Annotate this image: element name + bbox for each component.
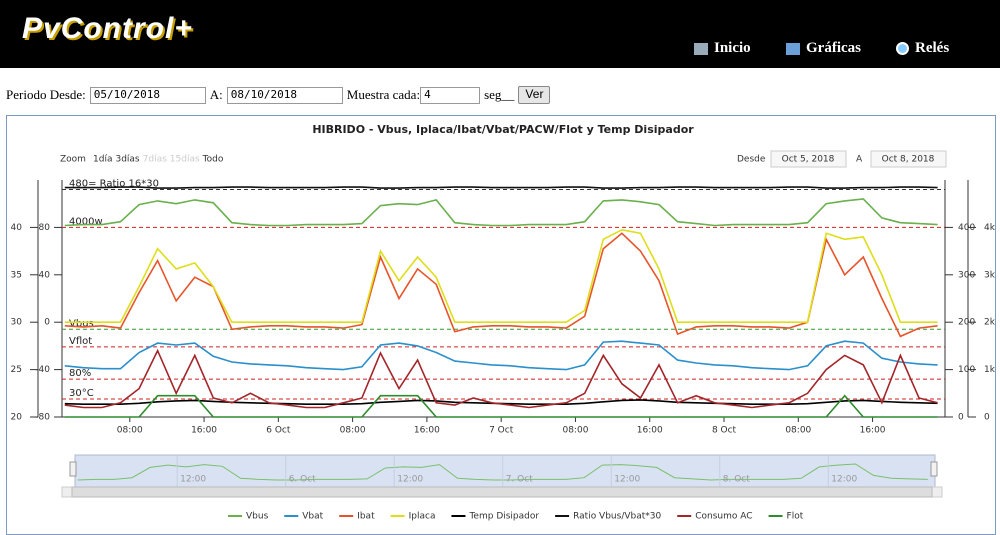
sample-input[interactable]: 4	[420, 86, 481, 104]
navigator-handle[interactable]	[930, 461, 938, 477]
y-tick-label: 200	[958, 318, 975, 328]
date-input[interactable]: 05/10/2018	[89, 86, 206, 104]
y-tick-label: 300	[958, 270, 975, 280]
navigator-tick-label: 12:00	[614, 475, 640, 485]
scrollbar-thumb[interactable]	[71, 486, 933, 498]
x-tick-label: 08:00	[340, 426, 366, 436]
nav-link[interactable]: Gráficas	[786, 40, 861, 57]
x-tick-label: 16:00	[191, 426, 217, 436]
nav-text[interactable]: Relés	[915, 40, 950, 56]
legend-item[interactable]: Ibat	[357, 512, 375, 522]
from-date[interactable]: Oct 5, 2018	[782, 155, 835, 165]
x-tick-label: 16:00	[860, 426, 886, 436]
series-line	[64, 228, 938, 323]
to-box[interactable]	[870, 150, 947, 168]
y-tick-label: 2k	[984, 318, 996, 328]
zoom-button[interactable]: 1día	[93, 155, 112, 165]
y-tick-label: 20	[11, 413, 23, 423]
y-tick-label: 400	[958, 223, 975, 233]
x-tick-label: 6 Oct	[266, 426, 291, 436]
legend-item[interactable]: Ratio Vbus/Vbat*30	[573, 512, 661, 522]
navigator-tick-label: 6. Oct	[289, 475, 316, 485]
navigator-tick-label: 12:00	[831, 475, 857, 485]
y-tick-label: 30	[11, 318, 23, 328]
series-line	[64, 198, 938, 227]
legend-item[interactable]: Vbus	[246, 512, 269, 522]
y-tick-label: 3k	[984, 270, 996, 280]
plot-line-label: 4000w	[69, 216, 103, 227]
icon	[896, 42, 909, 55]
nav-text[interactable]: Inicio	[714, 40, 751, 56]
y-tick-label: -80	[35, 413, 50, 423]
series-line	[64, 232, 938, 338]
plot-line-label: 480= Ratio 16*30	[69, 178, 159, 189]
x-tick-label: 08:00	[785, 426, 811, 436]
series-line	[64, 186, 938, 189]
legend-item[interactable]: Consumo AC	[695, 512, 752, 522]
x-tick-label: 16:00	[637, 426, 663, 436]
icon	[786, 42, 800, 55]
navigator-tick-label: 12:00	[397, 475, 423, 485]
y-tick-label: 0	[984, 413, 990, 423]
label: seg__	[484, 87, 515, 102]
to-date[interactable]: Oct 8, 2018	[882, 155, 935, 165]
y-tick-label: 40	[39, 270, 51, 280]
y-tick-label: 100	[958, 365, 975, 375]
y-tick-label: 0	[44, 318, 50, 328]
nav-link[interactable]: Relés	[896, 40, 949, 57]
from-label: Desde	[737, 155, 766, 165]
legend-item[interactable]: Flot	[787, 512, 804, 522]
icon	[694, 42, 708, 55]
zoom-button[interactable]: Todo	[202, 155, 224, 165]
period-form: Periodo Desde: 05/10/2018 A: 08/10/2018 …	[6, 86, 551, 104]
nav-link[interactable]: Inicio	[694, 40, 751, 57]
header: PvControl+ Inicio Gráficas Relés	[0, 0, 1000, 68]
plot-line-label: Vflot	[69, 336, 92, 347]
logo: PvControl+	[22, 12, 193, 45]
plot-line-label: 30°C	[69, 388, 94, 399]
chart-title: HIBRIDO - Vbus, Iplaca/Ibat/Vbat/PACW/Fl…	[312, 123, 694, 136]
date-input[interactable]: 08/10/2018	[226, 86, 343, 104]
y-tick-label: 80	[39, 223, 51, 233]
y-tick-label: 35	[11, 270, 22, 280]
y-tick-label: 1k	[984, 365, 996, 375]
navigator-tick-label: 8. Oct	[723, 475, 750, 485]
navigator-handle[interactable]	[69, 461, 77, 477]
from-box[interactable]	[770, 150, 847, 168]
zoom-button[interactable]: 15días	[170, 155, 200, 165]
series-line	[64, 394, 938, 418]
x-tick-label: 7 Oct	[489, 426, 514, 436]
x-tick-label: 08:00	[562, 426, 588, 436]
legend-item[interactable]: Temp Disipador	[468, 512, 539, 522]
legend-item[interactable]: Iplaca	[409, 512, 436, 522]
y-tick-label: 0	[958, 413, 964, 423]
plot-line-label: 80%	[69, 368, 91, 379]
nav-text[interactable]: Gráficas	[806, 40, 861, 56]
navigator-tick-label: 7. Oct	[506, 475, 533, 485]
y-tick-label: -40	[35, 365, 50, 375]
y-tick-label: 4k	[984, 223, 996, 233]
series-line	[64, 348, 938, 409]
series-line	[64, 340, 938, 371]
label: A:	[209, 87, 223, 102]
to-label: A	[856, 155, 863, 165]
plot-line-label: Vbus	[69, 318, 94, 329]
label: Periodo Desde:	[6, 87, 86, 102]
submit-button[interactable]: Ver	[518, 86, 551, 104]
zoom-label: Zoom	[60, 155, 86, 165]
y-tick-label: 25	[11, 365, 22, 375]
x-tick-label: 08:00	[117, 426, 143, 436]
zoom-button[interactable]: 7días	[143, 155, 167, 165]
y-tick-label: 40	[11, 223, 23, 233]
navigator-tick-label: 12:00	[180, 475, 206, 485]
label: Muestra cada:	[346, 87, 421, 102]
x-tick-label: 16:00	[414, 426, 440, 436]
zoom-button[interactable]: 3días	[115, 155, 139, 165]
x-tick-label: 8 Oct	[712, 426, 737, 436]
legend-item[interactable]: Vbat	[302, 512, 323, 522]
